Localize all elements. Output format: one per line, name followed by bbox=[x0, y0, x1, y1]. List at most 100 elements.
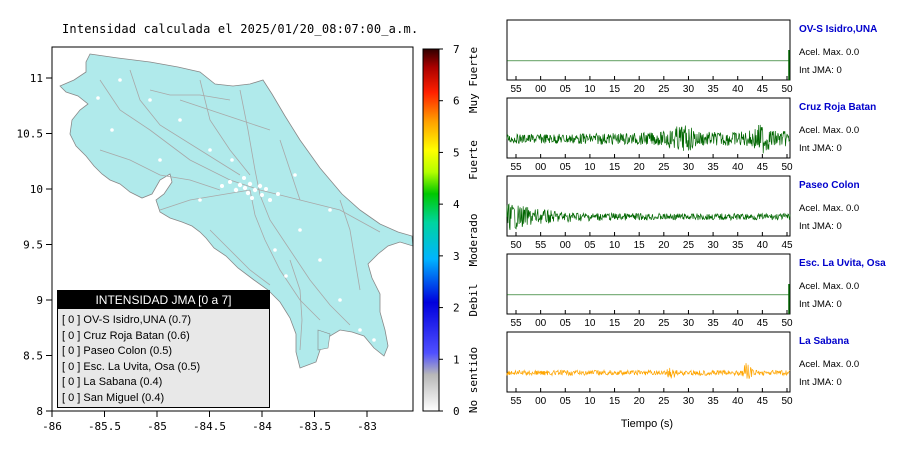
colorbar-tick-label: 6 bbox=[453, 95, 460, 108]
waveform-tick-label: 55 bbox=[510, 396, 522, 407]
waveform-tick-label: 15 bbox=[609, 396, 621, 407]
waveform-trace: 50 55 00 05 10 15 20 25 30 35 40 45 bbox=[506, 175, 793, 251]
colorbar-label: Muy Fuerte bbox=[467, 47, 480, 113]
colorbar-tick-label: 7 bbox=[453, 43, 460, 56]
waveform-tick-label: 45 bbox=[757, 84, 769, 95]
costa-rica-land bbox=[59, 53, 413, 369]
map-ytick-label: 9.5 bbox=[23, 239, 43, 252]
waveform-tick-label: 20 bbox=[634, 84, 646, 95]
colorbar-tick-label: 2 bbox=[453, 302, 460, 315]
waveform-tick-label: 05 bbox=[560, 162, 572, 173]
waveform-tick-label: 05 bbox=[560, 84, 572, 95]
colorbar-tick-label: 3 bbox=[453, 250, 460, 263]
colorbar-label: Debil bbox=[467, 283, 480, 316]
waveform-tick-label: 50 bbox=[510, 240, 522, 251]
waveform-tick-label: 50 bbox=[781, 84, 793, 95]
waveform-tick-label: 45 bbox=[757, 162, 769, 173]
waveform-tick-label: 20 bbox=[658, 240, 670, 251]
waveform-tick-label: 20 bbox=[634, 318, 646, 329]
map-ytick-label: 9 bbox=[36, 294, 43, 307]
waveform-tick-label: 45 bbox=[757, 396, 769, 407]
map-ytick-label: 8 bbox=[36, 405, 43, 418]
waveform-tick-label: 05 bbox=[560, 318, 572, 329]
map-ytick-label: 8.5 bbox=[23, 350, 43, 363]
waveform-tick-label: 10 bbox=[584, 84, 596, 95]
colorbar-labels: Muy Fuerte Fuerte Moderado Debil No sentido bbox=[467, 47, 480, 413]
legend-item: [ 0 ] Cruz Roja Batan (0.6) bbox=[62, 329, 190, 342]
map-xtick-label: -84.5 bbox=[193, 420, 226, 433]
colorbar-gradient bbox=[422, 48, 440, 412]
map-ytick-label: 10.5 bbox=[17, 128, 44, 141]
map-xtick-label: -83.5 bbox=[298, 420, 331, 433]
station-jma-intensity: Int JMA: 0 bbox=[799, 65, 842, 76]
waveform-line bbox=[506, 363, 791, 379]
waveform-tick-label: 30 bbox=[683, 84, 695, 95]
map-ytick-label: 11 bbox=[30, 72, 43, 85]
waveform-tick-label: 10 bbox=[584, 396, 596, 407]
waveform-tick-label: 50 bbox=[781, 318, 793, 329]
colorbar-tick-label: 5 bbox=[453, 146, 460, 159]
waveform-tick-label: 40 bbox=[732, 84, 744, 95]
station-jma-intensity: Int JMA: 0 bbox=[799, 221, 842, 232]
colorbar-label: Fuerte bbox=[467, 140, 480, 180]
map-xtick-label: -84 bbox=[252, 420, 272, 433]
map-xtick-label: -85.5 bbox=[88, 420, 121, 433]
station-jma-intensity: Int JMA: 0 bbox=[799, 143, 842, 154]
waveform-tick-label: 45 bbox=[781, 240, 793, 251]
waveform-tick-label: 55 bbox=[535, 240, 547, 251]
map-xtick-label: -85 bbox=[147, 420, 167, 433]
waveform-tick-label: 25 bbox=[658, 396, 670, 407]
waveform-tick-label: 25 bbox=[658, 162, 670, 173]
colorbar-label: No sentido bbox=[467, 347, 480, 413]
waveform-tick-label: 05 bbox=[584, 240, 596, 251]
waveform-tick-label: 00 bbox=[535, 84, 547, 95]
waveform-tick-label: 30 bbox=[683, 396, 695, 407]
waveform-tick-label: 15 bbox=[609, 84, 621, 95]
waveform-tick-label: 25 bbox=[658, 318, 670, 329]
waveform-tick-label: 00 bbox=[560, 240, 572, 251]
legend-item: [ 0 ] OV-S Isidro,UNA (0.7) bbox=[62, 314, 191, 326]
waveform-tick-label: 15 bbox=[634, 240, 646, 251]
waveform-tick-label: 05 bbox=[560, 396, 572, 407]
station-max-accel: Acel. Max. 0.0 bbox=[799, 47, 860, 58]
road-network bbox=[99, 69, 381, 351]
colorbar-label: Moderado bbox=[467, 214, 480, 267]
map-xtick-label: -83 bbox=[357, 420, 377, 433]
waveform-tick-label: 35 bbox=[708, 84, 720, 95]
legend-list: [ 0 ] OV-S Isidro,UNA (0.7) [ 0 ] Cruz Ro… bbox=[58, 309, 269, 406]
waveform-tick-label: 10 bbox=[609, 240, 621, 251]
waveform-tick-label: 40 bbox=[732, 318, 744, 329]
station-jma-intensity: Int JMA: 0 bbox=[799, 377, 842, 388]
map-title: Intensidad calculada el 2025/01/20_08:07… bbox=[62, 22, 419, 36]
colorbar-ticks: 7 6 5 4 3 2 1 0 bbox=[439, 43, 460, 418]
map-xtick-label: -86 bbox=[42, 420, 62, 433]
waveform-frame bbox=[506, 253, 791, 315]
waveform-tick-label: 40 bbox=[732, 162, 744, 173]
waveform-tick-label: 25 bbox=[683, 240, 695, 251]
waveform-tick-label: 10 bbox=[584, 318, 596, 329]
waveform-tick-label: 30 bbox=[683, 318, 695, 329]
waveform-tick-label: 00 bbox=[535, 162, 547, 173]
station-max-accel: Acel. Max. 0.0 bbox=[799, 359, 860, 370]
colorbar-tick-label: 0 bbox=[453, 405, 460, 418]
station-max-accel: Acel. Max. 0.0 bbox=[799, 125, 860, 136]
station-max-accel: Acel. Max. 0.0 bbox=[799, 203, 860, 214]
waveform-tick-label: 30 bbox=[708, 240, 720, 251]
waveform-tick-label: 30 bbox=[683, 162, 695, 173]
station-name: Paseo Colon bbox=[799, 180, 860, 191]
map-ytick-label: 10 bbox=[30, 183, 43, 196]
intensity-map: -86 -85.5 -85 -84.5 -84 -83.5 -83 11 10.5 10 9.5 9 8… bbox=[17, 46, 414, 433]
waveform-line bbox=[506, 124, 791, 154]
station-max-accel: Acel. Max. 0.0 bbox=[799, 281, 860, 292]
waveform-tick-label: 00 bbox=[535, 396, 547, 407]
waveform-tick-label: 35 bbox=[708, 162, 720, 173]
station-name: La Sabana bbox=[799, 336, 850, 347]
map-axes: -86 -85.5 -85 -84.5 -84 -83.5 -83 11 10.5 10 9.5 9 8… bbox=[17, 72, 377, 433]
station-markers bbox=[96, 78, 376, 342]
station-jma-intensity: Int JMA: 0 bbox=[799, 299, 842, 310]
waveform-tick-label: 55 bbox=[510, 162, 522, 173]
waveform-frame bbox=[506, 97, 791, 159]
legend-item: [ 0 ] La Sabana (0.4) bbox=[62, 376, 163, 388]
waveform-tick-label: 20 bbox=[634, 162, 646, 173]
waveform-line bbox=[506, 203, 791, 230]
